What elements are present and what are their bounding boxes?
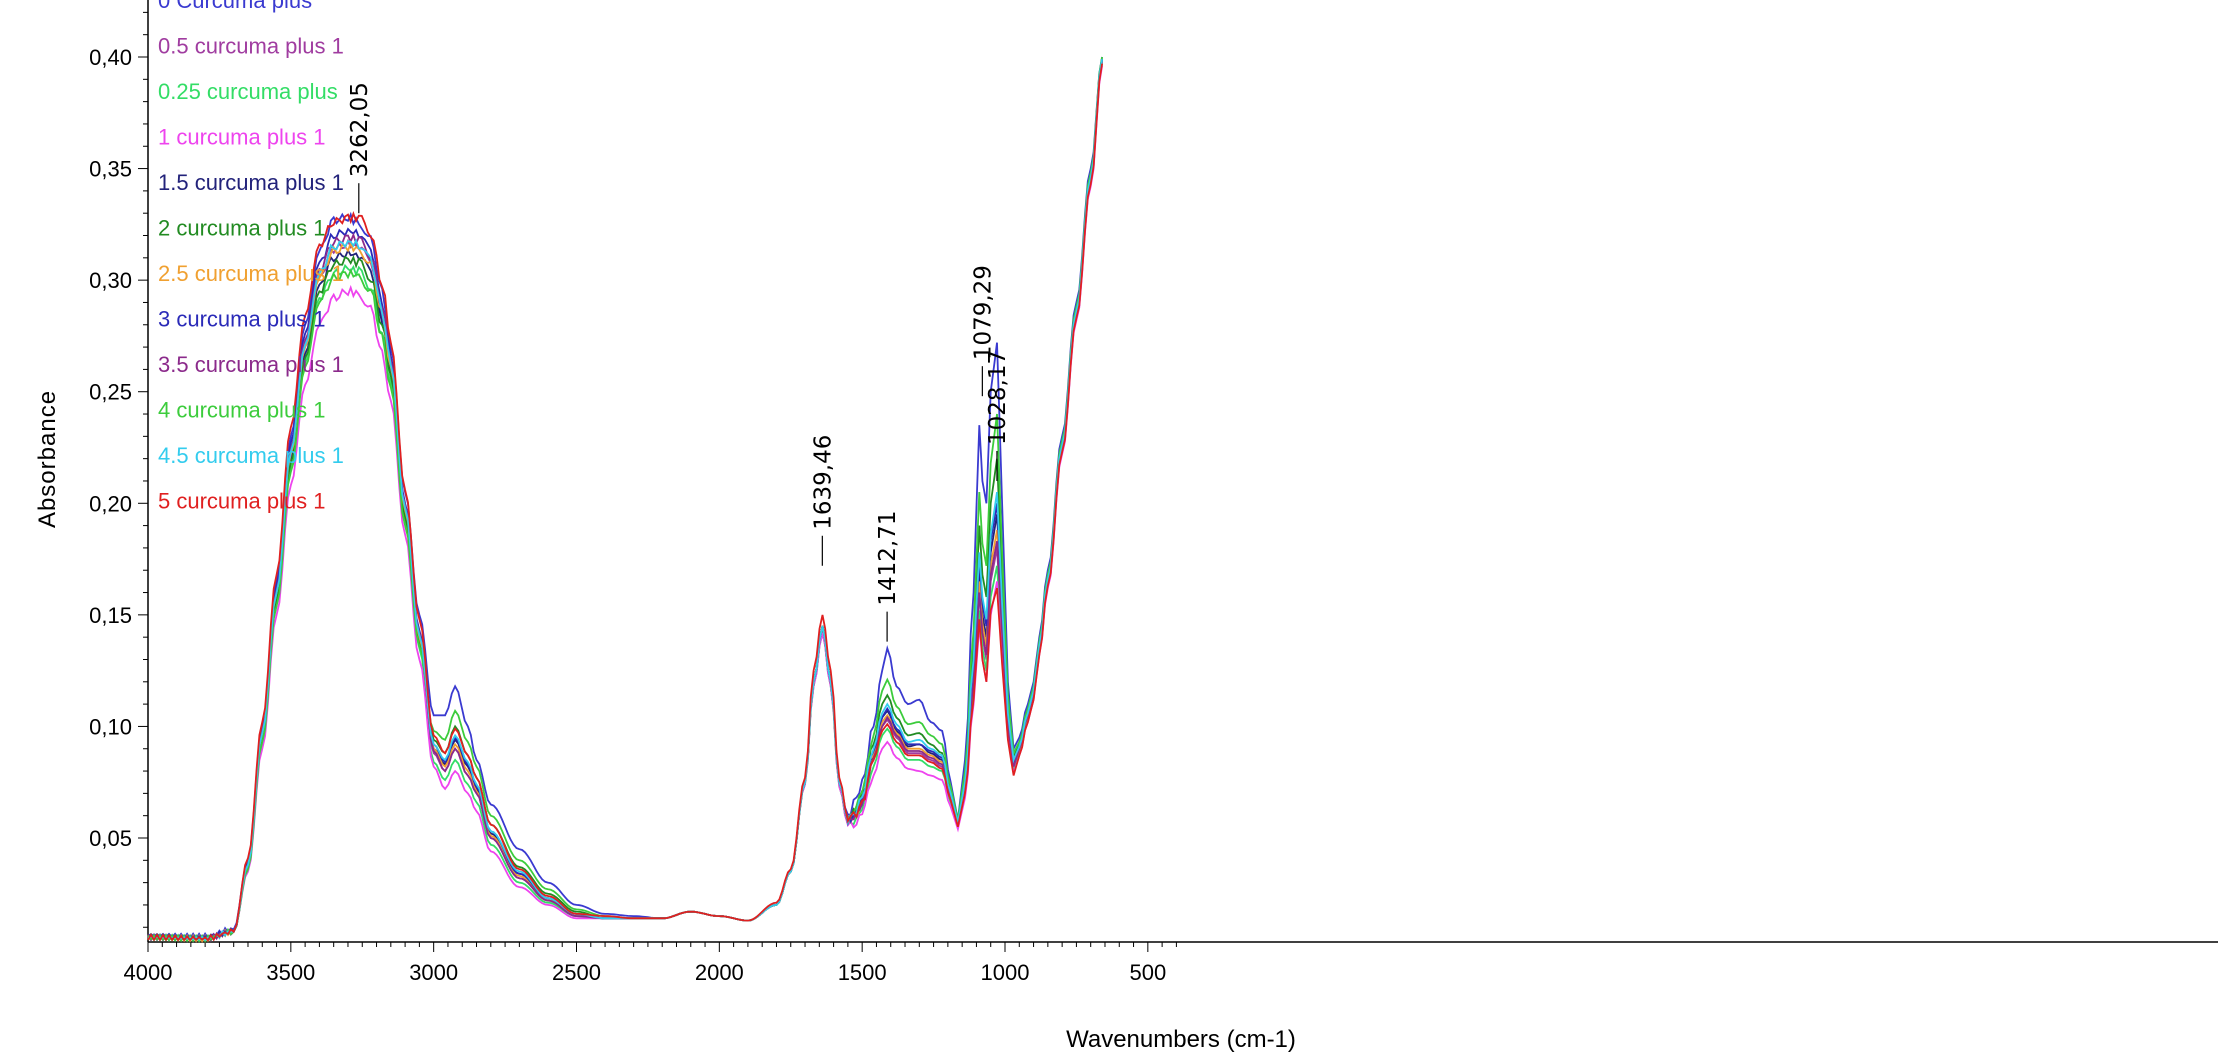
y-tick-label: 0,25 (89, 380, 132, 405)
legend-entry: 2 curcuma plus 1 (158, 216, 326, 241)
legend-entry: 0.5 curcuma plus 1 (158, 34, 344, 59)
peak-label: 1412,71 (875, 511, 901, 606)
legend-entry: 3.5 curcuma plus 1 (158, 352, 344, 377)
legend: 0 Curcuma plus 0.5 curcuma plus 1 0.25 cur… (147, 0, 344, 514)
legend-entry: 4.5 curcuma plus 1 (158, 443, 344, 468)
peak-label: 1028,17 (985, 350, 1011, 445)
x-tick-label: 500 (1129, 960, 1166, 985)
x-tick-label: 3500 (266, 960, 315, 985)
peak-label: 3262,05 (347, 82, 373, 177)
y-tick-label: 0,05 (89, 826, 132, 851)
legend-entry: 0.25 curcuma plus (158, 79, 338, 104)
legend-entry: 0 Curcuma plus (158, 0, 312, 13)
x-tick-label: 2000 (695, 960, 744, 985)
legend-entry: 1 curcuma plus 1 (158, 125, 326, 150)
y-tick-label: 0,30 (89, 268, 132, 293)
peak-label: 1639,46 (810, 435, 836, 530)
legend-entry: 1.5 curcuma plus 1 (158, 170, 344, 195)
series-line-1 (147, 56, 1103, 941)
x-axis-title: Wavenumbers (cm-1) (1066, 1026, 1296, 1053)
x-tick-label: 1500 (838, 960, 887, 985)
y-tick-label: 0,10 (89, 714, 132, 739)
y-tick-label: 0,40 (89, 45, 132, 70)
series-line-12 (147, 63, 1103, 942)
y-axis-title: Absorbance (34, 390, 61, 528)
legend-entry: 5 curcuma plus 1 (158, 489, 326, 514)
y-tick-label: 0,35 (89, 157, 132, 182)
legend-entry: 4 curcuma plus 1 (158, 398, 326, 423)
x-tick-label: 2500 (552, 960, 601, 985)
x-tick-label: 1000 (981, 960, 1030, 985)
y-tick-label: 0,20 (89, 491, 132, 516)
axes: 4000 3500 3000 2500 2000 1500 1000 500 0,05 0,10 0… (89, 0, 2218, 985)
x-tick-label: 4000 (124, 960, 173, 985)
legend-entry: 3 curcuma plus 1 (158, 307, 326, 332)
series-layer (147, 56, 1103, 943)
x-tick-label: 3000 (409, 960, 458, 985)
peak-label: 1079,29 (970, 265, 996, 360)
y-tick-label: 0,15 (89, 603, 132, 628)
legend-entry: 2.5 curcuma plus 1 (158, 261, 344, 286)
